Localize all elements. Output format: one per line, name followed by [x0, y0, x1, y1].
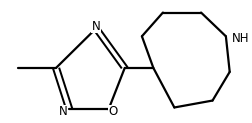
Text: O: O: [109, 105, 118, 118]
Text: N: N: [59, 105, 68, 118]
Text: NH: NH: [232, 32, 250, 45]
Text: N: N: [92, 20, 101, 33]
